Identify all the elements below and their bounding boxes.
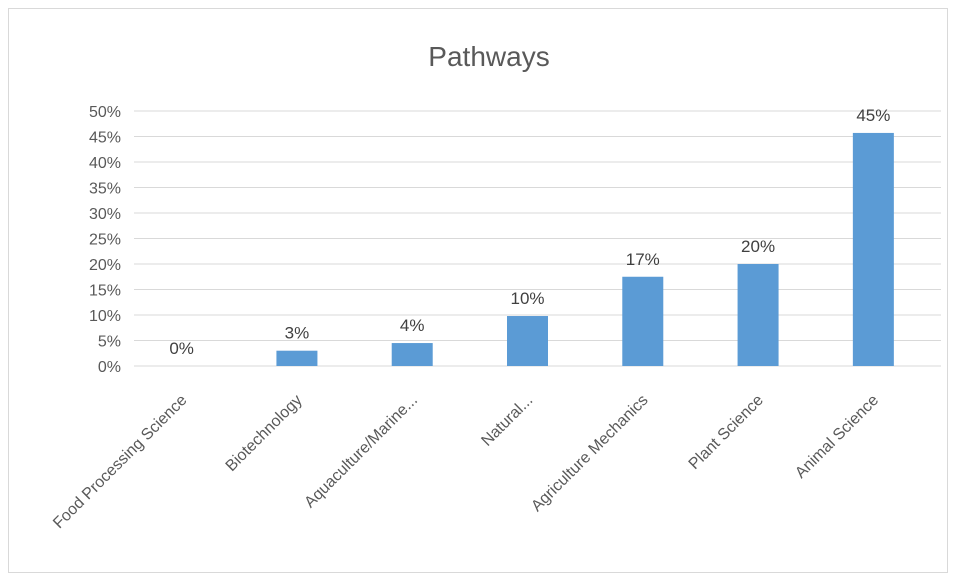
data-label: 17% xyxy=(626,250,660,269)
bar xyxy=(507,316,548,366)
data-labels: 0% 3% 4% 10% 17% 20% 45% xyxy=(169,106,890,358)
data-label: 20% xyxy=(741,237,775,256)
bar xyxy=(622,276,664,366)
gridlines xyxy=(134,110,941,367)
y-tick-label: 0% xyxy=(98,359,121,376)
y-tick-label: 30% xyxy=(89,206,121,223)
data-label: 3% xyxy=(285,324,310,343)
data-label: 4% xyxy=(400,316,425,335)
bars xyxy=(276,132,894,366)
bar xyxy=(276,350,318,366)
bar xyxy=(391,343,433,366)
y-tick-label: 10% xyxy=(89,308,121,325)
y-tick-label: 20% xyxy=(89,257,121,274)
y-tick-label: 25% xyxy=(89,232,121,249)
y-tick-label: 5% xyxy=(98,334,121,351)
x-category-label: Aquaculture/Marine... xyxy=(301,392,421,512)
data-label: 10% xyxy=(510,289,544,308)
y-axis-ticks: 0% 5% 10% 15% 20% 25% 30% 35% 40% 45% 50% xyxy=(89,104,121,376)
y-tick-label: 45% xyxy=(89,130,121,147)
chart-frame: Pathways 0% 5% 10% 15% 20% 25% 30% 35% 40% 45% 50%… xyxy=(8,8,948,573)
y-tick-label: 40% xyxy=(89,155,121,172)
x-category-label: Plant Science xyxy=(686,392,767,473)
data-label: 45% xyxy=(856,106,890,125)
x-category-label: Biotechnology xyxy=(223,392,306,475)
data-label: 0% xyxy=(169,339,194,358)
x-category-label: Agriculture Mechanics xyxy=(528,392,651,515)
y-tick-label: 15% xyxy=(89,283,121,300)
y-tick-label: 35% xyxy=(89,181,121,198)
bar xyxy=(737,264,779,366)
category-labels: Food Processing Science BiotechnologyAqua… xyxy=(50,392,882,532)
bar-chart: Pathways 0% 5% 10% 15% 20% 25% 30% 35% 40% 45% 50%… xyxy=(50,41,941,532)
x-category-label: Food Processing Science xyxy=(50,392,190,532)
chart-title: Pathways xyxy=(428,41,549,72)
x-category-label: Natural... xyxy=(478,392,536,450)
bar xyxy=(852,132,894,366)
x-category-label: Animal Science xyxy=(792,392,882,482)
y-tick-label: 50% xyxy=(89,104,121,121)
